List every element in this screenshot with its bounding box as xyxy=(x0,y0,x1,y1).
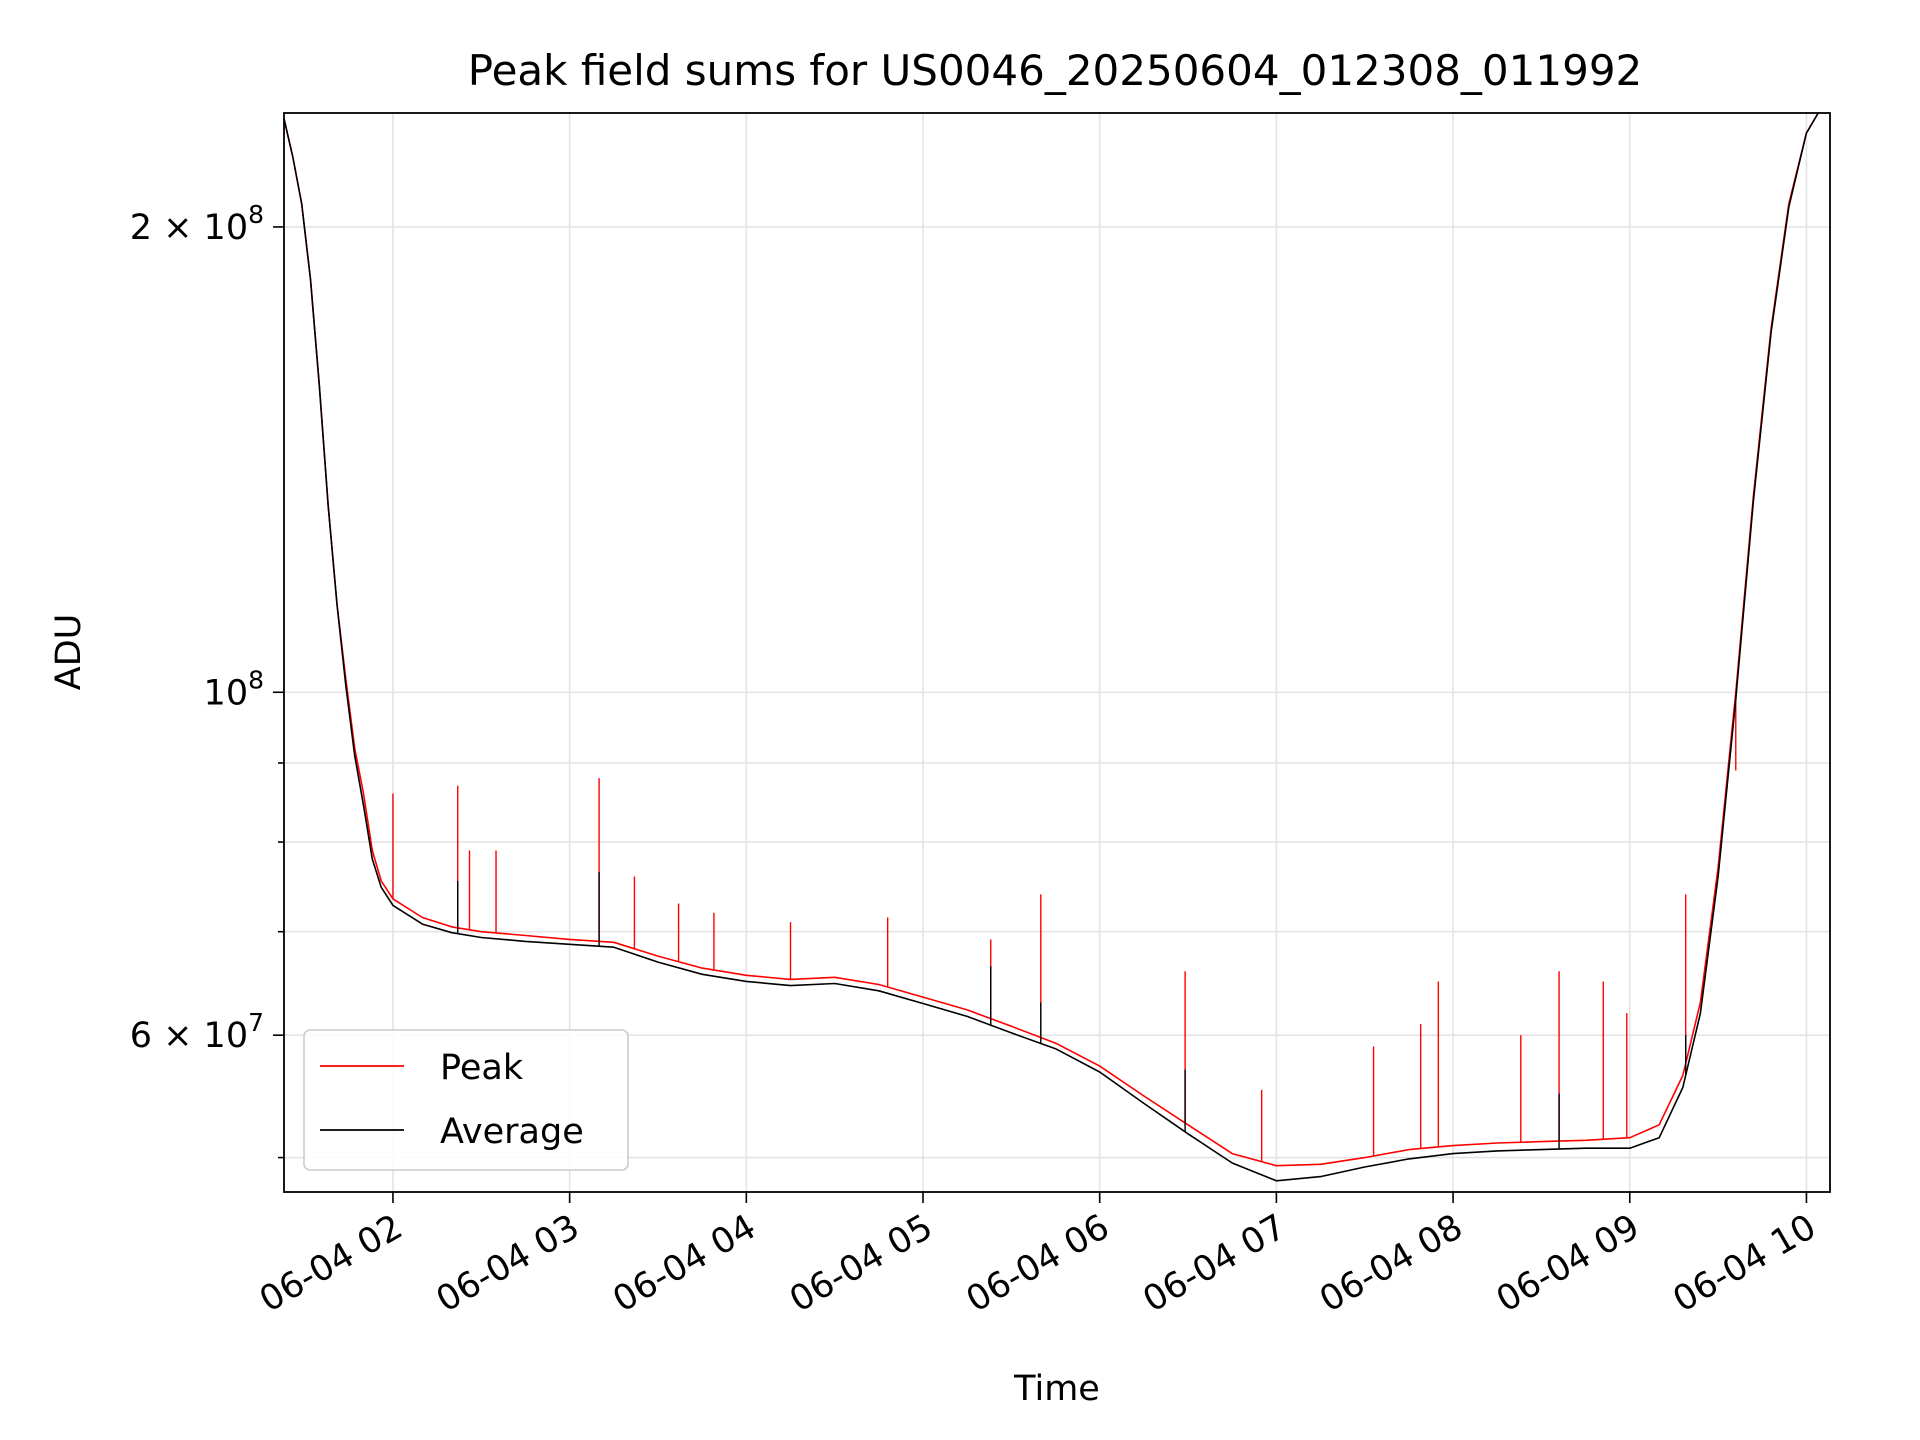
legend-average-label: Average xyxy=(440,1112,584,1152)
peak-series-line xyxy=(283,112,1819,1167)
plot-frame xyxy=(283,112,1831,1193)
series-layer xyxy=(283,112,1819,1182)
y-tick-label: 108 xyxy=(204,665,264,713)
legend-box xyxy=(303,1029,629,1171)
legend-peak-label: Peak xyxy=(440,1048,524,1088)
x-axis-label: Time xyxy=(1013,1369,1100,1409)
y-tick-label: 6 × 107 xyxy=(130,1008,264,1056)
y-axis-label: ADU xyxy=(49,614,89,691)
chart-title: Peak field sums for US0046_20250604_0123… xyxy=(468,46,1643,95)
legend: Peak Average xyxy=(303,1029,629,1171)
average-series-line xyxy=(283,112,1819,1182)
y-tick-label: 2 × 108 xyxy=(130,200,264,248)
